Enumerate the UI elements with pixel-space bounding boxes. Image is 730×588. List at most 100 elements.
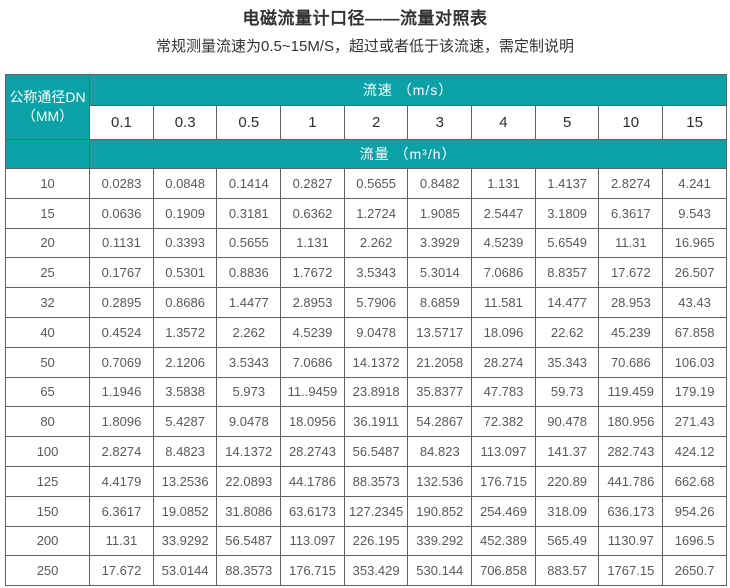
flow-value-cell: 113.097 [280,525,345,557]
flow-value-cell: 63.6173 [280,495,345,527]
corner-header-line1: 公称通径DN [9,89,86,105]
velocity-value: 0.5 [216,105,282,140]
flow-value-cell: 180.956 [598,406,664,438]
flow-value-cell: 35.343 [534,346,600,378]
flow-value-cell: 176.715 [280,555,345,587]
flow-value-cell: 1.9085 [407,197,473,229]
flow-value-cell: 1.131 [471,168,536,199]
flow-value-cell: 0.4524 [89,316,154,348]
flow-value-cell: 113.097 [471,436,536,467]
corner-header-cell: 公称通径DN （MM） [4,74,91,140]
table-row: 20 0.1131 0.3393 0.5655 1.131 2.262 3.3929 4.52… [4,227,727,259]
flow-value-cell: 883.57 [534,555,600,587]
dn-value-cell: 25 [4,257,91,289]
flow-value-cell: 2.262 [216,316,282,348]
flow-value-cell: 44.1786 [280,465,345,497]
dn-value-cell: 250 [4,555,91,587]
flow-value-cell: 14.477 [534,287,600,318]
flow-value-cell: 0.6362 [280,197,345,229]
flow-value-cell: 3.5838 [152,376,218,408]
flow-value-cell: 53.0144 [152,555,218,587]
velocity-value: 15 [662,105,727,140]
flow-value-cell: 1.7672 [280,257,345,289]
flow-value-cell: 17.672 [89,555,154,587]
velocity-value: 1 [280,105,345,140]
flow-value-cell: 132.536 [407,465,473,497]
flow-value-cell: 0.3181 [216,197,282,229]
flow-value-cell: 5.7906 [343,287,409,318]
flow-value-cell: 0.2827 [280,168,345,199]
flow-value-cell: 106.03 [662,346,727,378]
flow-value-cell: 339.292 [407,525,473,557]
flow-value-cell: 0.8482 [407,168,473,199]
flow-value-cell: 0.5655 [343,168,409,199]
flow-value-cell: 4.241 [662,168,727,199]
flow-value-cell: 35.8377 [407,376,473,408]
flow-value-cell: 4.5239 [471,227,536,259]
flow-value-cell: 14.1372 [343,346,409,378]
flow-value-cell: 5.3014 [407,257,473,289]
flow-value-cell: 0.0848 [152,168,218,199]
flow-value-cell: 5.6549 [534,227,600,259]
flow-value-cell: 1.4477 [216,287,282,318]
flow-value-cell: 90.478 [534,406,600,438]
dn-value-cell: 150 [4,495,91,527]
flow-value-cell: 2.8274 [598,168,664,199]
flow-value-cell: 9.543 [662,197,727,229]
flow-value-cell: 5.973 [216,376,282,408]
flow-value-cell: 0.8686 [152,287,218,318]
flow-value-cell: 88.3573 [343,465,409,497]
flow-value-cell: 0.2895 [89,287,154,318]
flow-value-cell: 226.195 [343,525,409,557]
velocity-value: 3 [407,105,473,140]
flow-value-cell: 0.0636 [89,197,154,229]
flow-value-cell: 28.274 [471,346,536,378]
flow-value-cell: 6.3617 [598,197,664,229]
flow-value-cell: 141.37 [534,436,600,467]
table-row: 250 17.672 53.0144 88.3573 176.715 353.429 530… [4,555,727,587]
flow-value-cell: 13.5717 [407,316,473,348]
flow-value-cell: 0.1414 [216,168,282,199]
flow-value-cell: 2650.7 [662,555,727,587]
flow-value-cell: 353.429 [343,555,409,587]
dn-value-cell: 125 [4,465,91,497]
flow-value-cell: 452.389 [471,525,536,557]
velocity-values-row: 0.1 0.3 0.5 1 2 3 4 5 10 15 [6,105,727,140]
flow-value-cell: 8.8357 [534,257,600,289]
flow-value-cell: 70.686 [598,346,664,378]
dn-value-cell: 32 [4,287,91,318]
flow-value-cell: 56.5487 [216,525,282,557]
dn-value-cell: 15 [4,197,91,229]
flow-value-cell: 54.2867 [407,406,473,438]
flow-value-cell: 4.5239 [280,316,345,348]
flow-value-cell: 28.2743 [280,436,345,467]
table-row: 50 0.7069 2.1206 3.5343 7.0686 14.1372 21.2058… [4,346,727,378]
table-row: 25 0.1767 0.5301 0.8836 1.7672 3.5343 5.3014 7.… [4,257,727,289]
flow-value-cell: 23.8918 [343,376,409,408]
flow-value-cell: 254.469 [471,495,536,527]
flow-value-cell: 282.743 [598,436,664,467]
flow-value-cell: 84.823 [407,436,473,467]
flow-value-cell: 5.4287 [152,406,218,438]
page-subtitle: 常规测量流速为0.5~15M/S，超过或者低于该流速，需定制说明 [156,38,574,55]
dn-value-cell: 50 [4,346,91,378]
flow-value-cell: 3.3929 [407,227,473,259]
dn-value-cell: 65 [4,376,91,408]
page-title: 电磁流量计口径——流量对照表 [242,9,488,28]
flow-value-cell: 72.382 [471,406,536,438]
flow-value-cell: 7.0686 [471,257,536,289]
flow-value-cell: 0.5301 [152,257,218,289]
table-row: 125 4.4179 13.2536 22.0893 44.1786 88.3573 132… [4,465,727,497]
flow-value-cell: 1.1946 [89,376,154,408]
flow-value-cell: 1.131 [280,227,345,259]
flow-value-cell: 441.786 [598,465,664,497]
flow-value-cell: 0.7069 [89,346,154,378]
dn-value-cell: 80 [4,406,91,438]
flow-value-cell: 3.1809 [534,197,600,229]
flow-value-cell: 88.3573 [216,555,282,587]
flow-value-cell: 0.8836 [216,257,282,289]
flow-value-cell: 0.1909 [152,197,218,229]
flow-value-cell: 0.1131 [89,227,154,259]
flow-value-cell: 18.0956 [280,406,345,438]
